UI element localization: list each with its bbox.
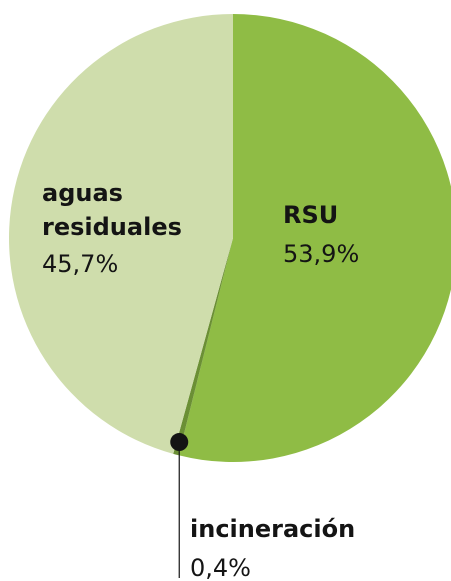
pie-slice <box>178 14 451 462</box>
slice-value: 0,4% <box>190 554 251 581</box>
slice-label: incineración <box>190 515 356 543</box>
slice-value: 53,9% <box>283 240 360 268</box>
slice-label: RSU <box>283 201 339 229</box>
slice-value: 45,7% <box>42 250 119 278</box>
pie-slice <box>173 238 233 456</box>
pie-slice <box>8 14 234 454</box>
slice-label: aguas residuales <box>42 179 182 241</box>
leader-dot <box>170 433 189 452</box>
